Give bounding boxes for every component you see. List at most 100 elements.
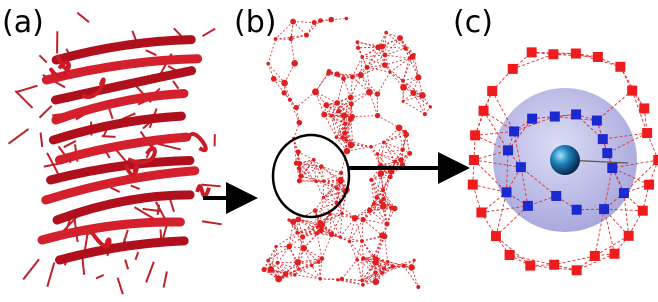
inner-atom [551, 191, 561, 201]
edge [340, 237, 362, 241]
edge [317, 233, 322, 258]
node [326, 71, 331, 76]
edge [362, 241, 374, 256]
node [392, 206, 398, 212]
node [271, 76, 277, 82]
node [289, 37, 293, 41]
outer-atom [491, 231, 501, 241]
node [276, 261, 280, 265]
node [281, 90, 286, 95]
edge [378, 116, 400, 128]
side-chain [164, 271, 167, 287]
inner-atom [509, 126, 519, 136]
edge [352, 116, 377, 117]
inner-atom [503, 145, 513, 155]
outer-atom [487, 86, 497, 96]
edge [385, 236, 388, 261]
side-chain [125, 260, 128, 270]
side-chain [131, 186, 140, 189]
node [361, 256, 365, 260]
node [361, 283, 365, 287]
node [345, 138, 348, 141]
edge [377, 72, 390, 94]
node [402, 264, 406, 268]
edge [290, 100, 299, 123]
node [348, 116, 354, 122]
edge [385, 65, 403, 81]
node [336, 109, 341, 114]
node [312, 158, 316, 162]
side-chain [146, 50, 157, 55]
edge [316, 181, 323, 197]
node [329, 232, 334, 237]
node [313, 208, 318, 213]
edge [293, 22, 314, 23]
node [339, 236, 342, 239]
node [323, 102, 329, 108]
node [402, 100, 405, 103]
node [267, 266, 274, 273]
edge [384, 132, 405, 143]
node [343, 122, 347, 126]
node [341, 212, 344, 215]
edge [363, 220, 382, 236]
node [297, 120, 303, 126]
node [397, 35, 403, 41]
node [390, 264, 395, 269]
side-chain [41, 133, 43, 147]
node [304, 33, 309, 38]
edge [367, 47, 382, 68]
inner-atom [527, 114, 537, 124]
inner-atom [592, 116, 602, 126]
edge [371, 147, 381, 166]
node [382, 266, 386, 270]
edge [298, 152, 313, 160]
inner-atom [571, 109, 581, 119]
node [297, 166, 302, 171]
inner-atom [572, 205, 582, 215]
node [408, 264, 415, 271]
edge [400, 38, 414, 54]
edge [340, 218, 355, 237]
node [296, 149, 301, 154]
edge [321, 167, 341, 173]
outer-atom [610, 249, 620, 259]
edge [386, 33, 405, 49]
node [340, 135, 345, 140]
edge [384, 142, 403, 149]
node [388, 174, 393, 179]
node [408, 57, 411, 60]
edge [382, 47, 405, 49]
node [386, 260, 389, 263]
outer-atom [624, 231, 634, 241]
edge [314, 160, 324, 181]
side-chain [202, 221, 222, 224]
edge [276, 233, 297, 247]
inner-atom [550, 112, 560, 122]
side-chain [39, 55, 46, 62]
node [400, 147, 405, 152]
edge [344, 79, 351, 98]
node [396, 124, 403, 131]
node [401, 79, 405, 83]
node [356, 40, 360, 44]
edge [406, 135, 410, 154]
node [388, 71, 391, 74]
node [341, 76, 346, 81]
node [410, 90, 416, 96]
edge [385, 33, 386, 55]
node [398, 157, 403, 162]
loop [188, 134, 206, 150]
outer-atom [476, 208, 486, 218]
node [335, 135, 339, 139]
edge [349, 242, 357, 260]
node [275, 276, 282, 283]
node [319, 277, 322, 280]
edge [370, 210, 387, 224]
node [320, 256, 325, 261]
edge [322, 234, 332, 258]
node [322, 179, 326, 183]
edge [296, 92, 315, 108]
edge [390, 58, 409, 72]
node [416, 285, 420, 289]
